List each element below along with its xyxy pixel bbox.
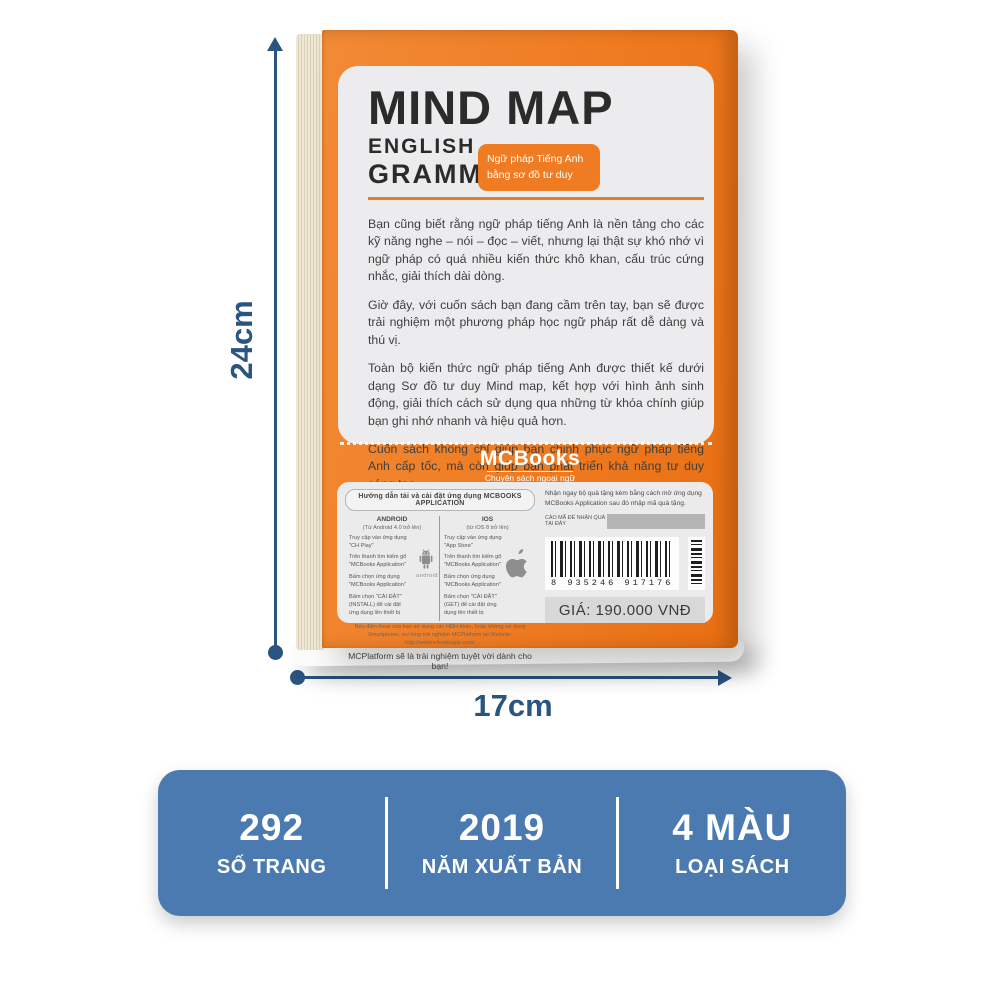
publisher-logo-rule — [487, 471, 573, 472]
height-arrow-up-icon — [267, 37, 283, 51]
publisher-logo: MCBooks Chuyên sách ngoại ngữ — [322, 448, 738, 483]
spec-pages-value: 292 — [239, 807, 305, 848]
spec-bar: 292 SỐ TRANG 2019 NĂM XUẤT BẢN 4 MÀU LOẠ… — [158, 770, 846, 916]
back-cover-blurb: Bạn cũng biết rằng ngữ pháp tiếng Anh là… — [338, 200, 714, 522]
cover-text-panel: MIND MAP ENGLISH GRAMMAR Ngữ pháp Tiếng … — [338, 66, 714, 519]
height-dimension-dot — [268, 645, 283, 660]
android-title: ANDROID — [376, 516, 408, 523]
spec-divider — [615, 797, 619, 889]
book-pages-edge — [296, 34, 324, 650]
platform-note: Nếu điện thoại của bạn sử dụng các HĐH k… — [354, 623, 526, 647]
android-step: Bấm chọn "CÀI ĐẶT" (INSTALL) để cài đặt … — [349, 593, 402, 616]
gift-section: Nhận ngay bộ quà tặng kèm bằng cách mở ứ… — [539, 482, 713, 623]
book-back-cover: MIND MAP ENGLISH GRAMMAR Ngữ pháp Tiếng … — [322, 30, 738, 671]
publisher-tagline: Chuyên sách ngoại ngữ — [484, 473, 576, 483]
price-label: GIÁ: 190.000 VNĐ — [545, 596, 705, 623]
ios-title: IOS — [481, 516, 494, 523]
badge-line-1: Ngữ pháp Tiếng Anh — [487, 153, 584, 165]
spec-divider — [385, 797, 389, 889]
android-robot-icon — [416, 548, 436, 577]
spec-year: 2019 NĂM XUẤT BẢN — [388, 807, 615, 879]
android-step: Truy cập vào ứng dụng "CH Play" — [349, 534, 407, 549]
spec-colors-value: 4 MÀU — [672, 807, 793, 848]
ios-step: Truy cập vào ứng dụng "App Store" — [444, 534, 502, 549]
ean-barcode-digits: 8 935246 917176 — [551, 577, 674, 588]
side-barcode — [688, 536, 705, 590]
blurb-paragraph: Cuốn sách không chỉ giúp bạn chinh phục … — [368, 441, 704, 491]
app-guide-header: Hướng dẫn tải và cài đặt ứng dụng MCBOOK… — [345, 489, 535, 511]
ios-subtitle: (từ iOS 8 trở lên) — [466, 524, 509, 531]
spec-pages: 292 SỐ TRANG — [158, 807, 385, 879]
title-block: MIND MAP ENGLISH GRAMMAR Ngữ pháp Tiếng … — [338, 66, 714, 191]
scratch-row: CÀO MÃ ĐỂ NHẬN QUÀ TẠI ĐÂY — [545, 513, 705, 529]
book-subtitle-english: ENGLISH — [368, 135, 476, 158]
android-step: Trên thanh tìm kiếm gõ "MCBooks Applicat… — [349, 554, 407, 569]
ios-step: Bấm chọn "CÀI ĐẶT" (GET) để cài đặt ứng … — [444, 593, 497, 616]
ios-step: Trên thanh tìm kiếm gõ "MCBooks Applicat… — [444, 554, 502, 569]
ios-step: Bấm chọn ứng dụng "MCBooks Application" — [444, 574, 501, 589]
spec-colors-label: LOẠI SÁCH — [675, 856, 790, 878]
platform-note-emphasis: MCPlatform sẽ là trải nghiệm tuyệt vời d… — [348, 650, 532, 671]
apple-icon — [505, 548, 532, 583]
subtitle-badge: Ngữ pháp Tiếng Anh bằng sơ đồ tư duy — [478, 144, 600, 191]
height-dimension-label: 24cm — [224, 300, 259, 380]
android-column: ANDROID (Từ Android 4.0 trở lên) Truy cậ… — [345, 516, 440, 621]
ios-column: IOS (từ iOS 8 trở lên) Truy cập vào ứng … — [440, 516, 535, 621]
android-step: Bấm chọn ứng dụng "MCBooks Application" — [349, 574, 406, 589]
spec-year-value: 2019 — [458, 807, 546, 848]
scratch-code-area — [607, 513, 705, 529]
os-columns: ANDROID (Từ Android 4.0 trở lên) Truy cậ… — [345, 516, 535, 621]
book-title: MIND MAP — [368, 81, 614, 134]
android-steps: Truy cập vào ứng dụng "CH Play" Trên tha… — [349, 534, 411, 617]
blurb-paragraph: Bạn cũng biết rằng ngữ pháp tiếng Anh là… — [368, 217, 704, 284]
width-dimension-label: 17cm — [473, 688, 553, 723]
android-subtitle: (Từ Android 4.0 trở lên) — [362, 524, 422, 531]
badge-line-2: bằng sơ đồ tư duy — [487, 169, 573, 182]
gift-text: Nhận ngay bộ quà tặng kèm bằng cách mở ứ… — [545, 490, 702, 507]
spec-year-label: NĂM XUẤT BẢN — [421, 856, 583, 878]
publisher-name: MCBooks — [479, 447, 581, 470]
title-divider — [368, 197, 704, 200]
ios-steps: Truy cập vào ứng dụng "App Store" Trên t… — [444, 534, 507, 617]
barcode-row: 8 935246 917176 — [545, 536, 705, 590]
blurb-paragraph: Toàn bộ kiến thức ngữ pháp tiếng Anh đượ… — [368, 361, 704, 428]
side-barcode-bars — [691, 539, 702, 587]
perforation-dotted-line — [340, 442, 712, 445]
height-dimension-line — [274, 50, 277, 648]
scratch-label: CÀO MÃ ĐỂ NHẬN QUÀ TẠI ĐÂY — [545, 515, 606, 528]
ean-barcode-bars — [551, 540, 674, 577]
width-arrow-right-icon — [718, 670, 732, 686]
width-dimension-line — [297, 676, 719, 679]
app-guide-section: Hướng dẫn tải và cài đặt ứng dụng MCBOOK… — [337, 482, 539, 671]
android-wordmark: android — [416, 573, 438, 579]
ean-barcode: 8 935246 917176 — [545, 536, 680, 590]
blurb-paragraph: Giờ đây, với cuốn sách bạn đang cầm trên… — [368, 297, 704, 347]
spec-pages-label: SỐ TRANG — [216, 856, 327, 878]
spec-colors: 4 MÀU LOẠI SÁCH — [619, 807, 846, 879]
cover-footer-panel: Hướng dẫn tải và cài đặt ứng dụng MCBOOK… — [337, 482, 713, 671]
